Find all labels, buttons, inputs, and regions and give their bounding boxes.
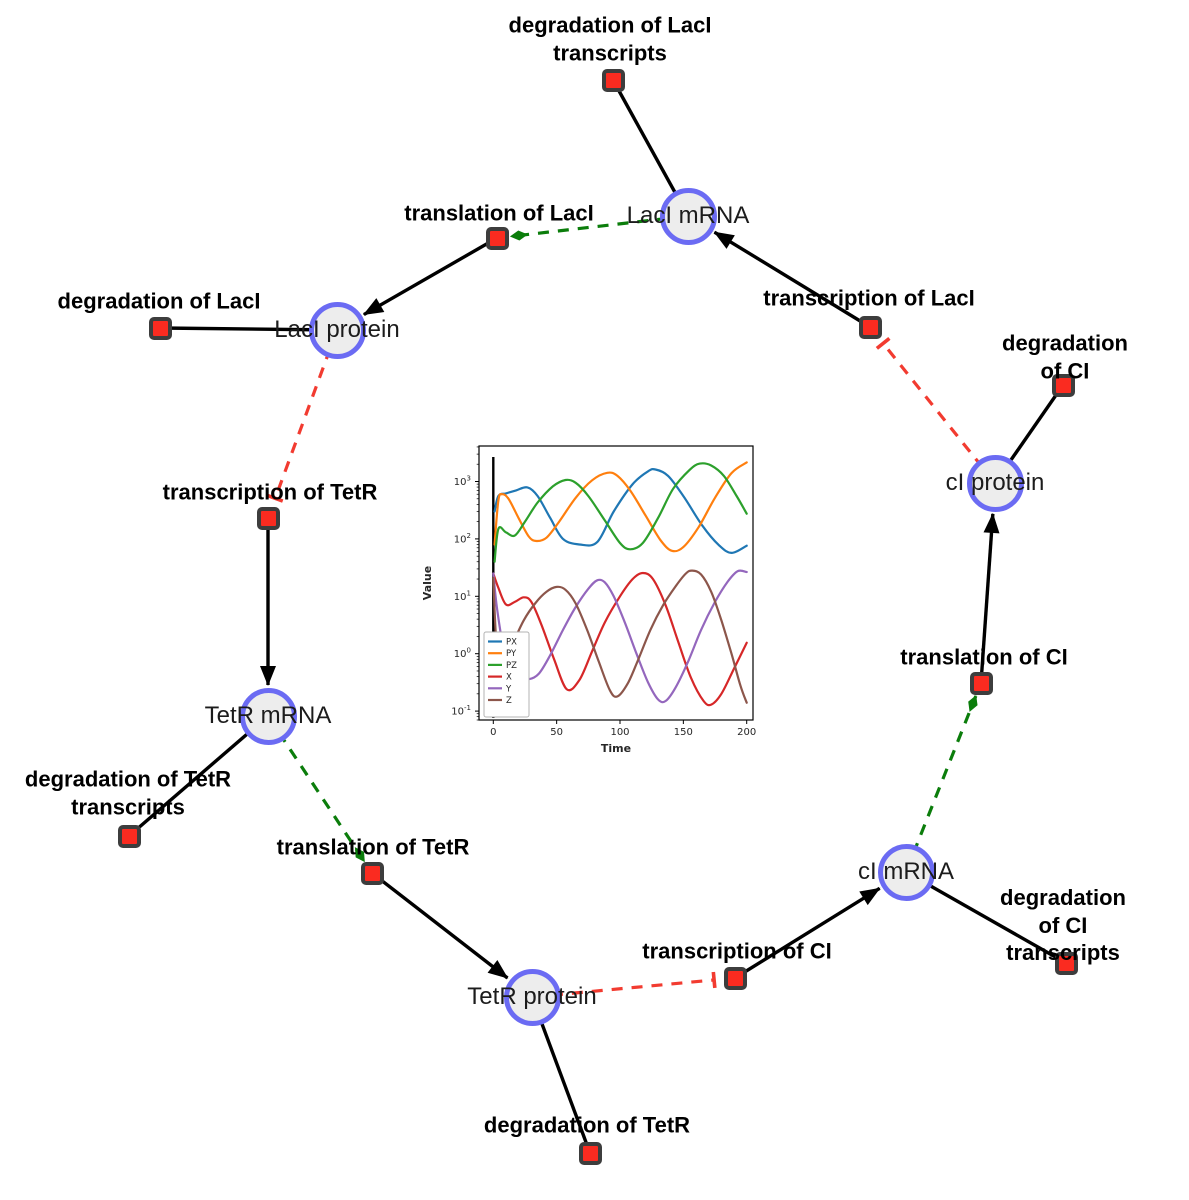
reaction-node-transl_TetR[interactable] (360, 861, 384, 885)
reaction-node-deg_LacI[interactable] (148, 316, 172, 340)
legend-label-PX: PX (506, 638, 517, 648)
x-tick-label: 100 (610, 727, 629, 738)
reaction-node-transcr_TetR[interactable] (256, 506, 280, 530)
species-label-cI_mRNA: cI mRNA (858, 858, 954, 885)
edge-inhibition-TetR_protein-transcr_CI (531, 971, 717, 999)
legend-label-Z: Z (506, 696, 512, 706)
edge-production-transcr_CI-cI_mRNA (734, 886, 881, 980)
species-label-LacI_mRNA: LacI mRNA (626, 202, 750, 229)
reaction-label-deg_LacI_tr: degradation of LacI transcripts (508, 12, 712, 66)
reaction-label-deg_TetR_tr: degradation of TetR transcripts (24, 766, 232, 820)
edge-inhibition-LacI_protein-transcr_TetR (267, 329, 339, 503)
y-tick-label: 100 (454, 647, 471, 661)
reaction-node-transl_CI[interactable] (969, 671, 993, 695)
reaction-node-deg_TetR_tr[interactable] (117, 824, 141, 848)
legend-label-X: X (506, 673, 512, 683)
series-line-PZ (493, 462, 748, 563)
edge-line-TetR_mRNA-deg_TetR_tr (127, 714, 270, 838)
reaction-node-transcr_CI[interactable] (723, 966, 747, 990)
species-node-LacI_mRNA[interactable] (659, 187, 717, 245)
series-line-X (492, 571, 748, 707)
species-node-cI_mRNA[interactable] (877, 843, 935, 901)
reaction-label-deg_CI: degradation of CI (1002, 330, 1128, 384)
species-node-TetR_mRNA[interactable] (239, 687, 297, 745)
x-tick-label: 150 (674, 727, 693, 738)
reaction-label-transl_TetR: translation of TetR (276, 834, 470, 860)
x-tick-label: 50 (550, 727, 563, 738)
y-axis-title: Value (421, 566, 434, 600)
reaction-node-deg_CI_tr[interactable] (1054, 951, 1078, 975)
edge-production-transl_LacI-LacI_protein (363, 236, 498, 317)
reaction-label-transl_CI: translation of CI (900, 644, 1068, 670)
reaction-label-deg_LacI: degradation of LacI (57, 288, 261, 314)
edge-production-transl_TetR-TetR_protein (370, 871, 509, 980)
reaction-node-deg_LacI_tr[interactable] (601, 68, 625, 92)
legend-label-PY: PY (506, 649, 517, 659)
reaction-node-deg_CI[interactable] (1051, 373, 1075, 397)
reaction-label-deg_TetR: degradation of TetR (483, 1112, 691, 1138)
reaction-label-transcr_TetR: transcription of TetR (162, 479, 378, 505)
x-axis-title: Time (601, 742, 631, 755)
species-label-TetR_mRNA: TetR mRNA (204, 702, 332, 729)
species-label-TetR_protein: TetR protein (467, 983, 597, 1010)
reaction-label-transcr_LacI: transcription of LacI (763, 285, 975, 311)
simulation-plot: 0 50 100 150 20010-1100101102103TimeValuePXP… (420, 425, 785, 770)
series-line-Z (492, 569, 748, 704)
series-line-PY (493, 461, 748, 553)
y-tick-label: 102 (454, 532, 471, 546)
edge-line-cI_mRNA-deg_CI_tr (905, 870, 1067, 965)
species-node-TetR_protein[interactable] (503, 968, 561, 1026)
species-label-LacI_protein: LacI protein (274, 316, 400, 343)
y-tick-label: 103 (454, 475, 471, 489)
legend-label-Y: Y (505, 684, 512, 694)
x-tick-label: 200 (737, 727, 756, 738)
legend-label-PZ: PZ (506, 661, 517, 671)
edge-catalysis-LacI_mRNA-transl_LacI (509, 214, 689, 241)
edge-inhibition-cI_protein-transcr_LacI (875, 336, 997, 485)
edge-production-transl_CI-cI_protein (979, 512, 1000, 684)
species-node-cI_protein[interactable] (966, 454, 1024, 512)
reaction-node-transcr_LacI[interactable] (858, 315, 882, 339)
reaction-label-transcr_CI: transcription of CI (642, 938, 832, 964)
reaction-label-transl_LacI: translation of LacI (404, 200, 594, 226)
y-tick-label: 101 (454, 589, 471, 603)
species-node-LacI_protein[interactable] (308, 301, 366, 359)
edge-line-LacI_protein-deg_LacI (159, 326, 338, 332)
species-label-cI_protein: cI protein (945, 469, 1045, 496)
edge-production-transcr_LacI-LacI_mRNA (713, 230, 871, 329)
x-tick-label: 0 (490, 727, 496, 738)
reaction-label-deg_CI_tr: degradation of CI transcripts (1000, 884, 1126, 965)
y-tick-label: 10-1 (451, 704, 471, 718)
reaction-node-deg_TetR[interactable] (578, 1141, 602, 1165)
reaction-node-transl_LacI[interactable] (485, 226, 509, 250)
